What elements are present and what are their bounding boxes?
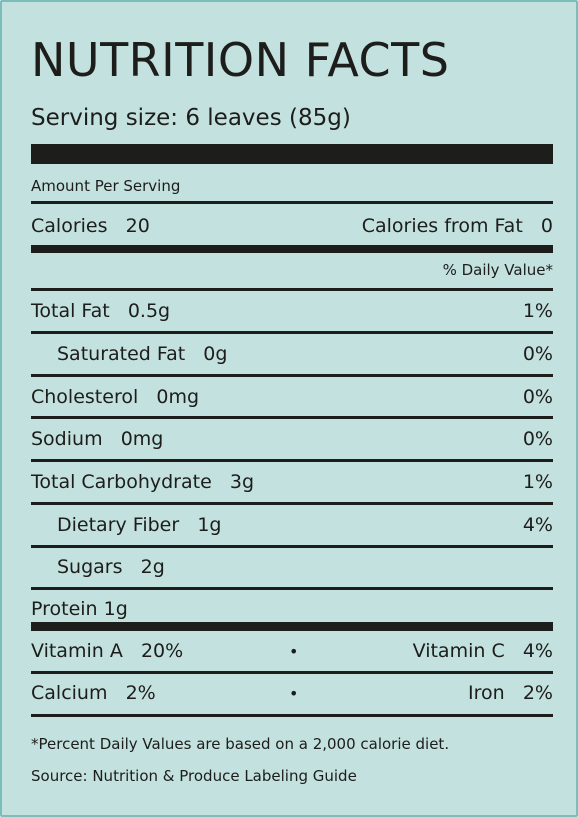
divider xyxy=(31,502,553,505)
nutrient-dv: 0% xyxy=(522,343,553,365)
nutrient-amount: 0mg xyxy=(120,428,164,450)
amount-per-serving: Amount Per Serving xyxy=(31,174,553,198)
divider xyxy=(31,201,553,204)
nutrient-dv: 0% xyxy=(522,428,553,450)
divider xyxy=(31,545,553,548)
nutrient-label: Protein xyxy=(31,598,98,620)
nutrient-row-total-carbohydrate: Total Carbohydrate 3g 1% xyxy=(31,467,553,497)
nutrient-label: Sugars xyxy=(57,556,123,578)
footnote: *Percent Daily Values are based on a 2,0… xyxy=(31,735,450,753)
divider xyxy=(31,416,553,419)
vitamin-row: Vitamin A 20% • Vitamin C 4% xyxy=(31,636,553,666)
vitamin-label: Vitamin A xyxy=(31,640,123,662)
divider xyxy=(31,374,553,377)
mineral-row: Calcium 2% • Iron 2% xyxy=(31,678,553,708)
source-note: Source: Nutrition & Produce Labeling Gui… xyxy=(31,767,357,785)
divider xyxy=(31,714,553,717)
nutrient-row-saturated-fat: Saturated Fat 0g 0% xyxy=(31,339,553,369)
thick-divider xyxy=(31,622,553,631)
nutrient-label: Dietary Fiber xyxy=(57,514,180,536)
vitamin-value: 20% xyxy=(140,640,184,662)
divider xyxy=(31,288,553,291)
vitamin-label: Vitamin C xyxy=(412,640,505,662)
divider xyxy=(31,459,553,462)
nutrient-row-protein: Protein 1g xyxy=(31,594,553,624)
divider xyxy=(31,331,553,334)
nutrient-row-dietary-fiber: Dietary Fiber 1g 4% xyxy=(31,510,553,540)
calories-value: 20 xyxy=(125,215,150,237)
nutrient-amount: 2g xyxy=(140,556,165,578)
label-title: NUTRITION FACTS xyxy=(31,33,450,87)
nutrient-amount: 0mg xyxy=(156,386,200,408)
nutrient-row-sugars: Sugars 2g xyxy=(31,552,553,582)
nutrient-dv: 1% xyxy=(522,471,553,493)
mineral-value: 2% xyxy=(125,682,156,704)
nutrient-amount: 1g xyxy=(197,514,222,536)
bullet-separator: • xyxy=(289,683,299,703)
vitamin-value: 4% xyxy=(522,640,553,662)
thick-divider xyxy=(31,144,553,164)
calories-row: Calories 20 Calories from Fat 0 xyxy=(31,212,553,240)
nutrient-dv: 0% xyxy=(522,386,553,408)
nutrient-amount: 3g xyxy=(229,471,255,493)
divider xyxy=(31,671,553,674)
nutrient-label: Total Fat xyxy=(31,300,110,322)
nutrient-dv: 1% xyxy=(522,300,553,322)
mineral-label: Calcium xyxy=(31,682,108,704)
nutrient-row-cholesterol: Cholesterol 0mg 0% xyxy=(31,382,553,412)
nutrient-dv: 4% xyxy=(522,514,553,536)
nutrient-amount: 0.5g xyxy=(127,300,171,322)
mineral-value: 2% xyxy=(522,682,553,704)
mineral-label: Iron xyxy=(468,682,505,704)
calories-from-fat-value: 0 xyxy=(540,215,553,237)
calories-label: Calories 20 xyxy=(31,215,150,237)
nutrient-amount: 1g xyxy=(103,598,128,620)
divider xyxy=(31,587,553,590)
nutrient-label: Cholesterol xyxy=(31,386,139,408)
nutrient-amount: 0g xyxy=(203,343,228,365)
bullet-separator: • xyxy=(289,641,299,661)
calories-from-fat: Calories from Fat 0 xyxy=(361,215,553,237)
nutrient-label: Sodium xyxy=(31,428,103,450)
daily-value-header-row: % Daily Value* xyxy=(31,258,553,282)
medium-divider xyxy=(31,245,553,253)
amount-per-serving-label: Amount Per Serving xyxy=(31,177,181,195)
nutrient-label: Saturated Fat xyxy=(57,343,186,365)
nutrient-label: Total Carbohydrate xyxy=(31,471,212,493)
nutrient-row-sodium: Sodium 0mg 0% xyxy=(31,424,553,454)
serving-size: Serving size: 6 leaves (85g) xyxy=(31,105,351,131)
nutrient-row-total-fat: Total Fat 0.5g 1% xyxy=(31,296,553,326)
daily-value-header: % Daily Value* xyxy=(442,261,553,279)
